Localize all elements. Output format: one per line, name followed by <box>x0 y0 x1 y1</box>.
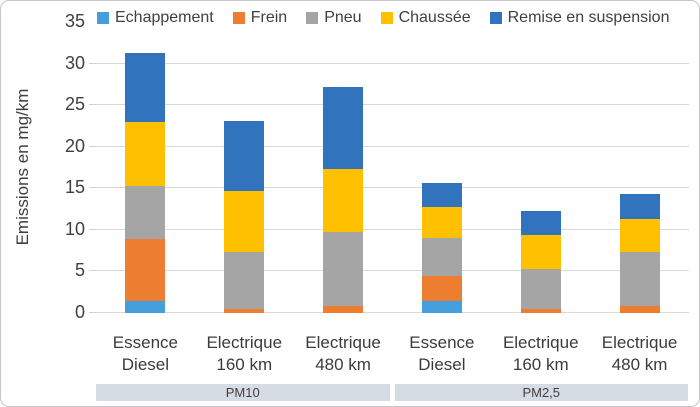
legend-swatch-icon <box>489 12 502 24</box>
bar-segment-echappement <box>125 301 166 313</box>
gridline-y0 <box>96 312 689 313</box>
bar-segment-remise-en-suspension <box>520 210 561 235</box>
bar-segment-pneu <box>323 231 364 307</box>
gridline-y25 <box>96 104 689 106</box>
x-label-line1: Electrique <box>502 333 579 352</box>
y-tick-label: 10 <box>64 218 85 239</box>
legend-item-2: Frein <box>232 9 288 27</box>
bar-electrique-3 <box>323 86 364 313</box>
bar-segment-chaussée <box>421 207 462 239</box>
x-label-line2: 480 km <box>611 355 668 374</box>
legend-label: Frein <box>250 9 288 26</box>
bar-segment-pneu <box>224 252 265 309</box>
legend-label: Remise en suspension <box>507 9 670 26</box>
bar-segment-remise-en-suspension <box>323 86 364 170</box>
bar-segment-remise-en-suspension <box>224 120 265 191</box>
legend-item-1: Echappement <box>97 9 214 27</box>
bar-segment-chaussée <box>520 234 561 269</box>
bar-electrique-2 <box>224 120 265 313</box>
legend: Echappement Frein Pneu Chaussée Remise en su… <box>97 8 669 28</box>
x-label-line2: Diesel <box>418 355 466 374</box>
bar-segment-frein <box>421 276 462 302</box>
bar-essence-1 <box>125 52 166 313</box>
bar-segment-remise-en-suspension <box>421 182 462 208</box>
y-tick-label: 35 <box>64 10 85 31</box>
legend-swatch-icon <box>306 12 319 24</box>
legend-label: Pneu <box>324 9 362 26</box>
x-label-line2: 480 km <box>315 355 371 374</box>
x-label-line1: Essence <box>409 333 475 352</box>
bar-segment-chaussée <box>619 219 660 253</box>
bar-segment-frein <box>619 306 660 313</box>
x-label-line2: 160 km <box>512 355 569 374</box>
y-tick-label: 30 <box>64 52 85 73</box>
y-tick-label: 20 <box>64 135 85 156</box>
gridline-y5 <box>96 270 689 272</box>
gridline-y15 <box>96 187 689 189</box>
x-label-line1: Electrique <box>601 333 678 352</box>
bar-segment-frein <box>323 306 364 313</box>
y-axis-tick <box>89 104 96 106</box>
legend-swatch-icon <box>380 12 393 24</box>
y-tick-label: 0 <box>74 301 85 322</box>
bar-electrique-5 <box>520 210 561 313</box>
x-axis-label-4: Essence Diesel <box>384 332 500 376</box>
bar-segment-pneu <box>421 238 462 277</box>
x-axis-label-2: Electrique 160 km <box>186 332 302 376</box>
legend-label: Echappement <box>115 9 214 26</box>
y-tick-label: 5 <box>74 260 85 281</box>
bar-segment-chaussée <box>224 190 265 253</box>
x-axis-label-3: Electrique 480 km <box>285 332 401 376</box>
legend-item-3: Pneu <box>306 9 362 27</box>
bar-segment-chaussée <box>323 169 364 232</box>
group-band-pm25: PM2,5 <box>394 384 688 401</box>
gridline-y30 <box>96 62 689 64</box>
bar-segment-remise-en-suspension <box>125 52 166 122</box>
bar-segment-pneu <box>520 268 561 309</box>
y-axis-tick <box>89 270 96 272</box>
y-axis-tick <box>89 187 96 189</box>
bar-segment-frein <box>520 308 561 313</box>
bar-segment-frein <box>224 308 265 313</box>
x-label-line1: Electrique <box>305 333 381 352</box>
bar-segment-pneu <box>125 185 166 240</box>
x-label-line2: Diesel <box>121 355 170 374</box>
y-tick-label: 15 <box>64 177 85 198</box>
group-band-pm10: PM10 <box>96 384 390 401</box>
y-axis-tick <box>89 312 96 313</box>
gridline-y20 <box>96 145 689 147</box>
x-axis-label-1: Essence Diesel <box>87 332 203 376</box>
y-tick-label: 25 <box>64 94 85 115</box>
x-label-line1: Essence <box>112 333 178 352</box>
y-axis-tick <box>89 228 96 230</box>
legend-item-5: Remise en suspension <box>489 9 670 27</box>
legend-swatch-icon <box>97 12 109 24</box>
x-label-line2: 160 km <box>216 355 273 374</box>
legend-label: Chaussée <box>398 9 471 26</box>
x-axis-label-5: Electrique 160 km <box>483 332 599 376</box>
y-axis-tick <box>89 62 96 64</box>
bar-segment-pneu <box>619 252 660 307</box>
bar-segment-remise-en-suspension <box>619 194 660 220</box>
bar-segment-frein <box>125 239 166 302</box>
x-axis-label-6: Electrique 480 km <box>582 332 698 376</box>
y-axis-tick <box>89 145 96 147</box>
bar-essence-4 <box>421 182 462 313</box>
bar-electrique-6 <box>619 194 660 313</box>
bar-segment-echappement <box>421 301 462 313</box>
bar-segment-chaussée <box>125 121 166 186</box>
legend-swatch-icon <box>232 12 245 24</box>
plot-area <box>89 22 689 313</box>
legend-item-4: Chaussée <box>380 9 471 27</box>
gridline-y10 <box>96 228 689 230</box>
x-label-line1: Electrique <box>206 333 283 352</box>
